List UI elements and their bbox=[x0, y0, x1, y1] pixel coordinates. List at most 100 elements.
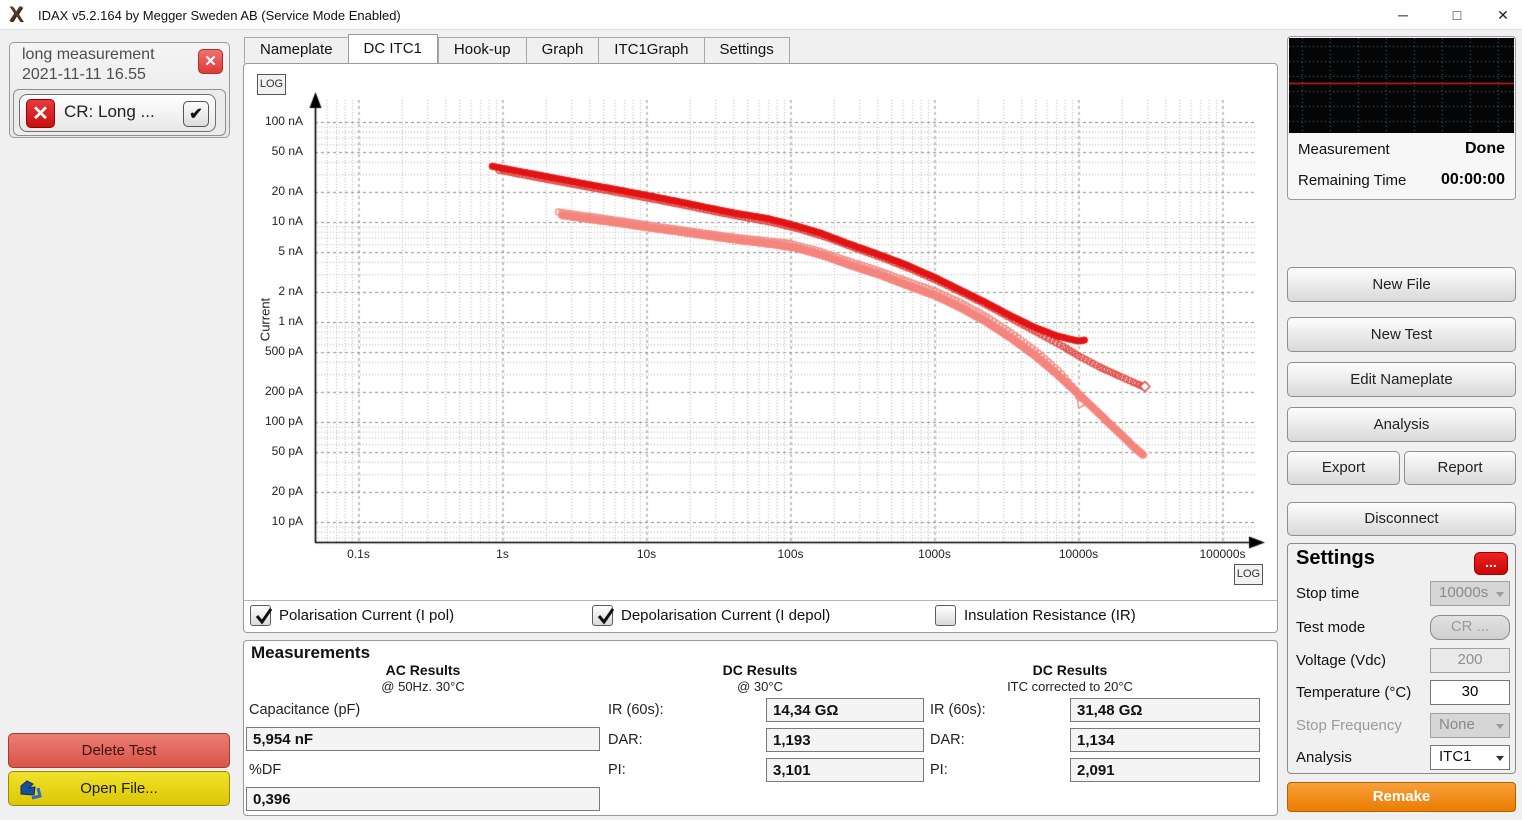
ac-results-header: AC Results bbox=[385, 662, 461, 678]
stop-frequency-label: Stop Frequency bbox=[1296, 717, 1402, 734]
x-tick: 100s bbox=[777, 547, 804, 561]
new-test-button[interactable]: New Test bbox=[1287, 317, 1516, 352]
ellipsis-icon: ... bbox=[1485, 554, 1497, 570]
chevron-down-icon bbox=[1496, 756, 1504, 761]
dc20-ir-label: IR (60s): bbox=[930, 702, 986, 718]
test-item-panel: ✕ CR: Long ... ✔ bbox=[13, 89, 226, 136]
open-file-button[interactable]: Open File... bbox=[8, 771, 230, 806]
dc30-pi-value: 3,101 bbox=[766, 758, 924, 782]
analysis-label: Analysis bbox=[1296, 749, 1352, 766]
window-title: IDAX v5.2.164 by Megger Sweden AB (Servi… bbox=[38, 8, 401, 23]
y-tick: 100 pA bbox=[264, 414, 303, 428]
close-button[interactable]: ✕ bbox=[1497, 7, 1509, 23]
measurement-date: 2021-11-11 16.55 bbox=[22, 66, 146, 83]
stop-frequency-select: None bbox=[1430, 713, 1510, 738]
test-mode-button: CR ... bbox=[1430, 615, 1510, 640]
df-label: %DF bbox=[249, 762, 282, 778]
settings-more-button[interactable]: ... bbox=[1474, 552, 1508, 575]
polarisation-current-checkbox[interactable] bbox=[250, 605, 273, 626]
dc30-results-subheader: @ 30°C bbox=[737, 679, 783, 694]
check-icon: ✔ bbox=[189, 106, 203, 123]
measurement-status-label: Measurement bbox=[1298, 141, 1390, 158]
y-tick: 50 pA bbox=[271, 444, 303, 459]
delete-test-button[interactable]: Delete Test bbox=[8, 733, 230, 768]
tab-hook-up[interactable]: Hook-up bbox=[437, 37, 526, 63]
tab-graph[interactable]: Graph bbox=[525, 37, 599, 63]
depolarisation-current-checkbox[interactable] bbox=[592, 605, 615, 626]
edit-nameplate-button[interactable]: Edit Nameplate bbox=[1287, 362, 1516, 397]
analysis-button[interactable]: Analysis bbox=[1287, 407, 1516, 442]
stop-time-label: Stop time bbox=[1296, 585, 1360, 602]
y-tick: 1 nA bbox=[278, 314, 303, 328]
x-tick: 1s bbox=[496, 547, 509, 561]
y-tick: 500 pA bbox=[264, 344, 303, 359]
measurement-card: long measurement 2021-11-11 16.55 ✕ ✕ CR… bbox=[9, 42, 230, 138]
dc-current-chart bbox=[243, 64, 1278, 600]
disconnect-button[interactable]: Disconnect bbox=[1287, 502, 1516, 536]
tab-strip: Nameplate DC ITC1 Hook-up Graph ITC1Grap… bbox=[244, 34, 790, 63]
y-log-toggle-button[interactable]: LOG bbox=[257, 74, 286, 95]
temperature-input[interactable]: 30 bbox=[1430, 680, 1510, 705]
test-error-x-icon: ✕ bbox=[26, 99, 55, 128]
live-signal-thumbnail bbox=[1289, 38, 1514, 133]
insulation-resistance-label: Insulation Resistance (IR) bbox=[964, 607, 1136, 624]
minimize-button[interactable]: ─ bbox=[1398, 7, 1408, 23]
y-tick: 100 nA bbox=[264, 114, 303, 128]
tab-settings[interactable]: Settings bbox=[703, 37, 790, 63]
export-button[interactable]: Export bbox=[1287, 451, 1400, 485]
test-item-checkbox[interactable]: ✔ bbox=[183, 101, 209, 127]
y-tick: 20 nA bbox=[271, 183, 303, 198]
dc30-ir-label: IR (60s): bbox=[608, 702, 664, 718]
dc30-ir-value: 14,34 GΩ bbox=[766, 698, 924, 722]
dc20-results-header: DC Results bbox=[1032, 662, 1108, 678]
voltage-input: 200 bbox=[1430, 648, 1510, 673]
settings-title: Settings bbox=[1296, 547, 1375, 569]
settings-panel: Settings ... Stop time 10000s Test mode … bbox=[1287, 543, 1516, 774]
remake-button[interactable]: Remake bbox=[1287, 782, 1516, 812]
maximize-button[interactable]: □ bbox=[1452, 7, 1462, 23]
test-mode-label: Test mode bbox=[1296, 619, 1366, 636]
dc30-dar-label: DAR: bbox=[608, 732, 643, 748]
title-bar bbox=[0, 0, 1522, 30]
tab-nameplate[interactable]: Nameplate bbox=[244, 37, 348, 63]
report-button[interactable]: Report bbox=[1404, 451, 1516, 485]
x-tick: 10000s bbox=[1058, 547, 1099, 561]
x-tick: 100000s bbox=[1199, 547, 1246, 561]
df-value: 0,396 bbox=[246, 787, 600, 811]
x-tick: 10s bbox=[636, 547, 657, 561]
tab-itc1graph[interactable]: ITC1Graph bbox=[598, 37, 704, 63]
dc20-ir-value: 31,48 GΩ bbox=[1070, 698, 1260, 722]
remaining-time-value: 00:00:00 bbox=[1440, 171, 1505, 188]
y-tick: 2 nA bbox=[278, 283, 303, 298]
dc30-dar-value: 1,193 bbox=[766, 728, 924, 752]
dc30-pi-label: PI: bbox=[608, 762, 626, 778]
tab-dc-itc1[interactable]: DC ITC1 bbox=[347, 34, 438, 63]
test-item-label: CR: Long ... bbox=[64, 102, 155, 121]
dc30-results-header: DC Results bbox=[722, 662, 798, 678]
remaining-time-label: Remaining Time bbox=[1298, 172, 1407, 189]
ac-results-subheader: @ 50Hz. 30°C bbox=[381, 679, 465, 694]
new-file-button[interactable]: New File bbox=[1287, 267, 1516, 302]
y-tick: 20 pA bbox=[271, 483, 303, 498]
x-tick: 1000s bbox=[918, 547, 951, 561]
measurement-name: long measurement bbox=[22, 46, 155, 63]
x-log-toggle-button[interactable]: LOG bbox=[1234, 564, 1263, 585]
measurement-status-value: Done bbox=[1465, 140, 1505, 157]
analysis-select[interactable]: ITC1 bbox=[1430, 745, 1510, 770]
depolarisation-current-label: Depolarisation Current (I depol) bbox=[621, 607, 831, 624]
y-tick: 10 pA bbox=[271, 514, 303, 528]
idax-logo-icon: X bbox=[9, 3, 24, 26]
dc20-pi-value: 2,091 bbox=[1070, 758, 1260, 782]
polarisation-current-label: Polarisation Current (I pol) bbox=[279, 607, 455, 624]
dc20-dar-label: DAR: bbox=[930, 732, 965, 748]
open-file-icon bbox=[20, 780, 42, 800]
dc20-results-subheader: ITC corrected to 20°C bbox=[1007, 679, 1133, 694]
test-item-cr-long[interactable]: ✕ CR: Long ... ✔ bbox=[19, 94, 216, 132]
y-tick: 5 nA bbox=[278, 244, 303, 259]
insulation-resistance-checkbox[interactable] bbox=[935, 605, 956, 626]
dc20-dar-value: 1,134 bbox=[1070, 728, 1260, 752]
close-icon: ✕ bbox=[204, 53, 217, 70]
dc20-pi-label: PI: bbox=[930, 762, 948, 778]
close-measurement-button[interactable]: ✕ bbox=[198, 49, 223, 74]
